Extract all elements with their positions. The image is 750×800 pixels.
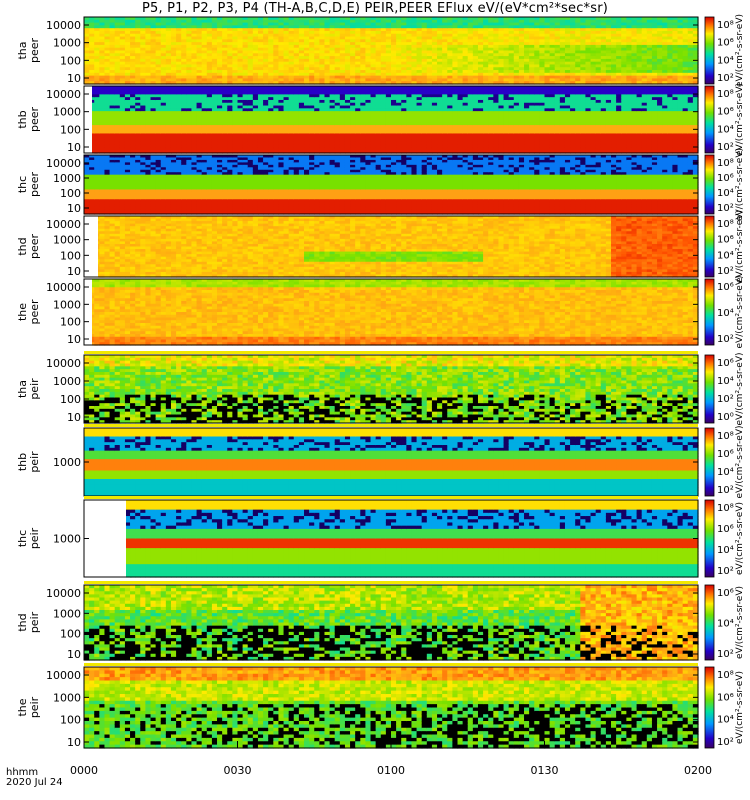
- y-tick-label: 10: [67, 72, 81, 85]
- colorbar-tick-label: 10⁴: [717, 55, 734, 66]
- colorbar-units-label: eV/(cm²-s-sr-eV): [735, 14, 745, 87]
- y-tick-label: 100: [60, 54, 81, 67]
- panel-tha-peer: 10000 1000 100 10 thapeer 10⁸ 10⁶ 10⁴ 10² eV/(cm²…: [16, 14, 745, 87]
- panel-label-species: peer: [28, 38, 41, 64]
- colorbar-tick-label: 10⁸: [717, 20, 734, 31]
- colorbar-tick-label: 10⁶: [717, 38, 734, 49]
- colorbar: [705, 17, 714, 84]
- colorbar-tick-label: 10²: [717, 73, 734, 84]
- y-tick-label: 1000: [53, 37, 81, 50]
- panel-thb-peer: 10000100010010thbpeer10⁸10⁶10⁴10² eV/(cm²…: [16, 83, 745, 156]
- panel-label: thapeer: [16, 38, 41, 64]
- y-tick-label: 10000: [46, 19, 81, 32]
